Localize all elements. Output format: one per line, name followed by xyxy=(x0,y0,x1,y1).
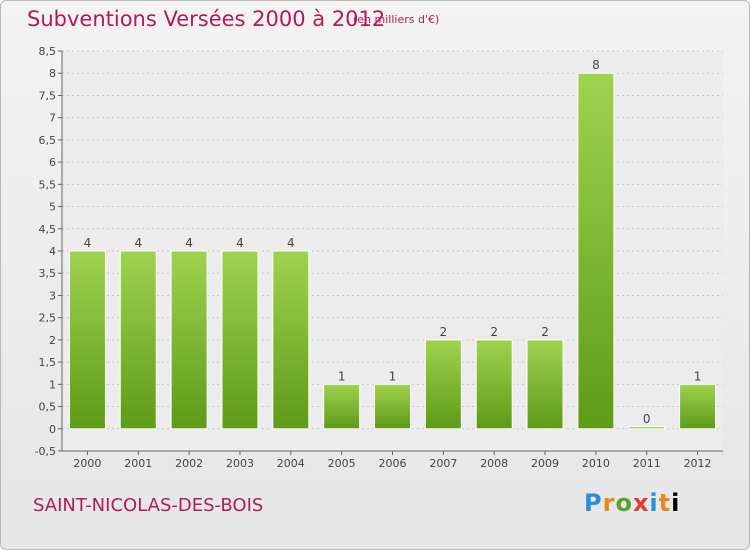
data-label: 4 xyxy=(84,236,92,250)
data-label: 2 xyxy=(490,325,498,339)
x-tick-label: 2009 xyxy=(531,457,559,470)
y-tick-label: 5,5 xyxy=(39,178,57,191)
y-tick-label: -0,5 xyxy=(35,445,56,458)
y-tick-label: 8 xyxy=(49,67,56,80)
y-tick-label: 1 xyxy=(49,378,56,391)
bar xyxy=(221,250,259,430)
y-tick-label: 1,5 xyxy=(39,356,57,369)
y-tick-label: 3 xyxy=(49,289,56,302)
y-tick-label: 5 xyxy=(49,201,56,214)
data-label: 4 xyxy=(236,236,244,250)
x-tick-label: 2002 xyxy=(175,457,203,470)
bar xyxy=(374,383,411,430)
bar xyxy=(170,250,208,430)
y-tick-label: 2 xyxy=(49,334,56,347)
bar xyxy=(475,339,513,430)
logo-letter: P xyxy=(584,489,603,517)
logo-letter: t xyxy=(658,489,672,517)
y-tick-label: 7 xyxy=(49,112,56,125)
logo-letter: o xyxy=(615,489,633,517)
x-tick-label: 2005 xyxy=(328,457,356,470)
y-tick-label: 0,5 xyxy=(39,401,57,414)
x-tick-label: 2012 xyxy=(684,457,712,470)
bar xyxy=(119,250,157,430)
data-label: 1 xyxy=(389,369,397,383)
x-tick-label: 2004 xyxy=(277,457,305,470)
x-tick-label: 2011 xyxy=(633,457,661,470)
data-label: 2 xyxy=(541,325,549,339)
bar xyxy=(526,339,564,430)
chart-title: Subventions Versées 2000 à 2012 xyxy=(27,7,386,31)
x-tick-label: 2007 xyxy=(429,457,457,470)
y-tick-label: 8,5 xyxy=(39,45,57,58)
bar xyxy=(272,250,310,430)
logo-letter: i xyxy=(671,489,681,517)
data-label: 4 xyxy=(134,236,142,250)
x-tick-label: 2000 xyxy=(73,457,101,470)
x-tick-label: 2001 xyxy=(124,457,152,470)
data-label: 4 xyxy=(185,236,193,250)
y-tick-label: 6 xyxy=(49,156,56,169)
y-tick-label: 4 xyxy=(49,245,56,258)
y-tick-label: 4,5 xyxy=(39,223,57,236)
logo-letter: i xyxy=(649,489,659,517)
data-label: 1 xyxy=(694,369,702,383)
chart-unit: (en milliers d'€) xyxy=(353,13,440,26)
logo-letter: r xyxy=(602,489,616,517)
x-tick-label: 2008 xyxy=(480,457,508,470)
proxiti-logo: Proxiti xyxy=(584,489,680,517)
y-tick-label: 0 xyxy=(49,423,56,436)
data-label: 0 xyxy=(643,412,651,426)
data-label: 1 xyxy=(338,369,346,383)
bar xyxy=(424,339,462,430)
y-tick-label: 7,5 xyxy=(39,89,57,102)
data-label: 2 xyxy=(440,325,448,339)
x-tick-label: 2006 xyxy=(379,457,407,470)
bar xyxy=(323,383,361,430)
bar xyxy=(68,250,106,430)
bar xyxy=(679,383,717,430)
x-tick-label: 2010 xyxy=(582,457,610,470)
x-tick-label: 2003 xyxy=(226,457,254,470)
commune-name: SAINT-NICOLAS-DES-BOIS xyxy=(33,495,264,516)
data-label: 8 xyxy=(592,58,600,72)
y-tick-label: 3,5 xyxy=(39,267,57,280)
y-tick-label: 6,5 xyxy=(39,134,57,147)
bar xyxy=(628,426,666,430)
y-tick-label: 2,5 xyxy=(39,312,57,325)
logo-letter: x xyxy=(632,489,650,517)
bar xyxy=(577,72,615,430)
data-label: 4 xyxy=(287,236,295,250)
